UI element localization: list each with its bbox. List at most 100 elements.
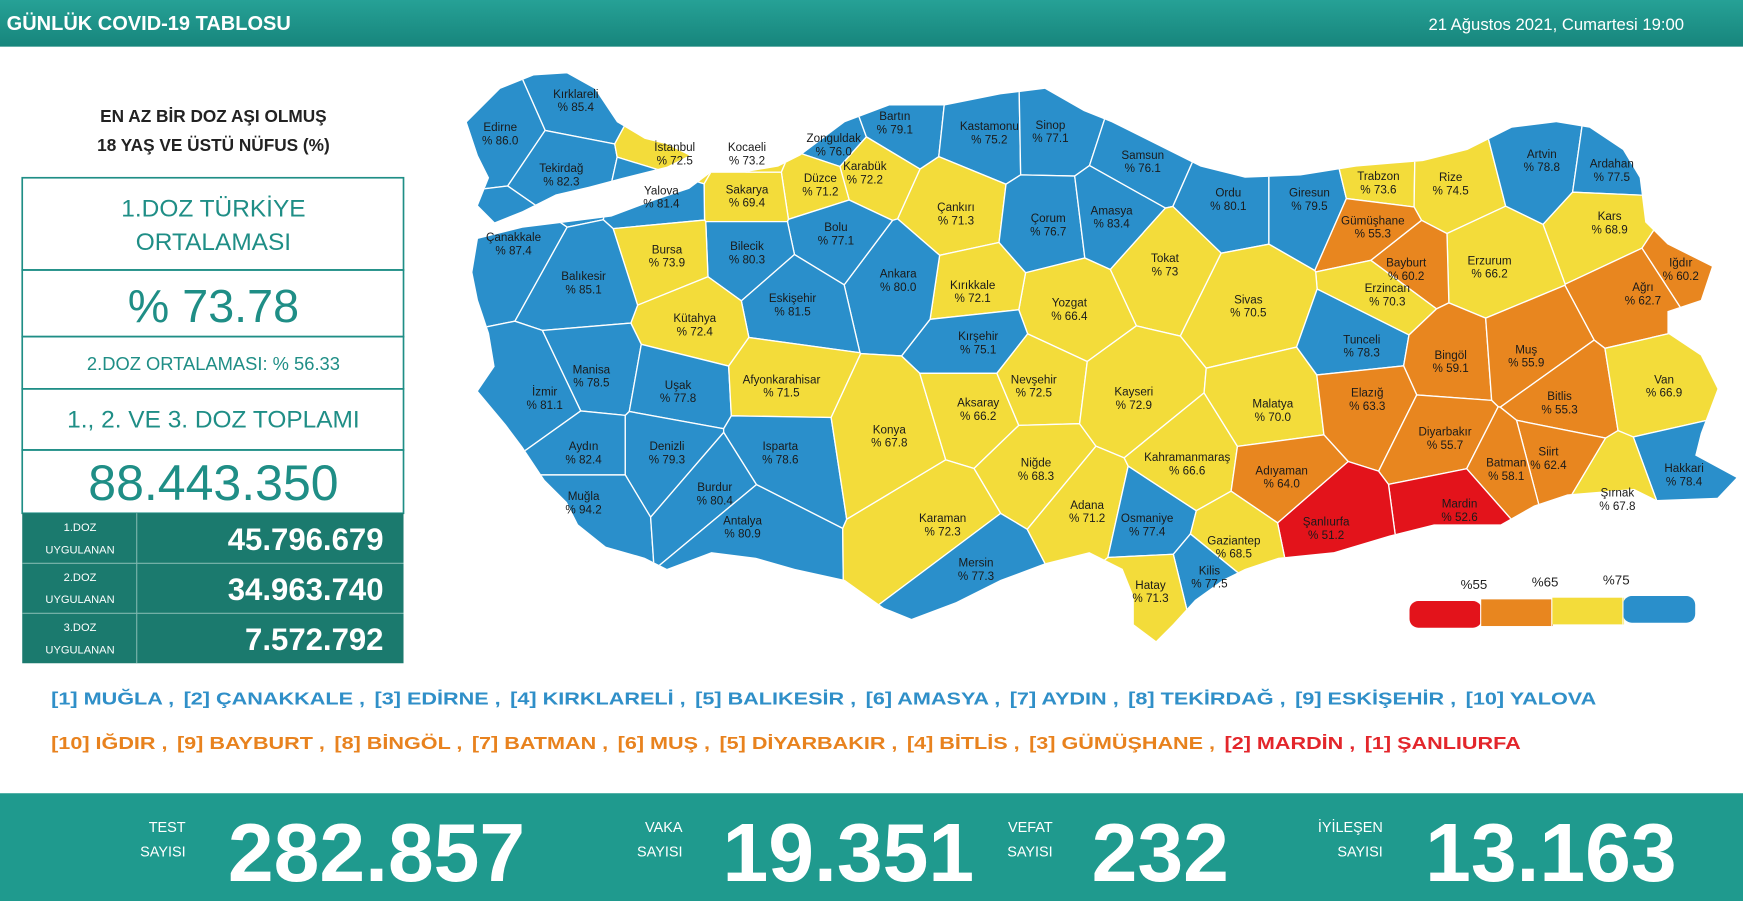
province-value: % 85.4 [558,101,595,114]
province-name: Samsun [1121,149,1164,162]
province-name: Sivas [1234,293,1263,306]
province-name: Adana [1070,499,1104,512]
dose-label: UYGULANAN [45,594,114,606]
province-value: % 70.0 [1255,411,1292,424]
stat-value: 232 [1092,808,1229,899]
panel-title: EN AZ BİR DOZ AŞI OLMUŞ [100,106,326,126]
province-name: Kırşehir [958,330,998,343]
province-name: İzmir [532,386,557,399]
dose-value: 45.796.679 [228,522,384,557]
province-value: % 76.0 [816,146,853,159]
province-name: Düzce [804,172,837,185]
stat-value: 282.857 [228,808,525,899]
ranking-item: [7] BATMAN , [472,733,608,753]
province-value: % 76.1 [1125,162,1161,175]
province-value: % 81.5 [774,306,810,319]
stat-value: 13.163 [1425,808,1677,899]
dose-label: 1.DOZ [64,522,97,534]
box [21,449,405,515]
province-name: Bitlis [1547,390,1572,403]
legend-swatch [1551,597,1625,625]
province-name: Artvin [1527,148,1557,161]
province-value: % 71.2 [802,186,838,199]
province-value: % 77.5 [1594,171,1630,184]
province-value: % 77.4 [1129,525,1166,538]
province-name: Kocaeli [728,141,766,154]
province-value: % 71.5 [763,387,799,400]
province-value: % 73.9 [649,257,685,270]
province-name: Tekirdağ [539,162,583,175]
province-value: % 75.2 [971,133,1007,146]
province-name: Isparta [763,440,799,453]
province-name: Amasya [1091,204,1134,217]
dose-label: UYGULANAN [45,644,114,656]
province-name: Diyarbakır [1419,426,1472,439]
province-name: Şırnak [1601,487,1635,500]
province-name: Çanakkale [486,231,541,244]
province-name: Gümüşhane [1341,214,1405,227]
total-label: 1., 2. VE 3. DOZ TOPLAMI [67,407,360,434]
ranking-item: [1] ŞANLIURFA [1365,733,1521,753]
province-name: Elazığ [1351,387,1383,400]
province-value: % 60.2 [1388,270,1424,283]
province-value: % 55.9 [1508,357,1544,370]
ranking-item: [4] BİTLİS , [907,733,1020,753]
province-name: Kahramanmaraş [1144,451,1230,464]
province-name: Ankara [880,268,917,281]
province-value: % 81.1 [527,399,563,412]
avg-value: % 73.78 [128,280,299,332]
province-value: % 72.5 [657,154,693,167]
province-value: % 79.3 [649,453,685,466]
province-name: Aydın [569,440,599,453]
dose-table [22,513,404,664]
stat-label: TEST [149,820,186,836]
province-name: Çankırı [937,201,975,214]
province-value: % 78.8 [1524,161,1560,174]
province-value: % 68.9 [1591,223,1627,236]
dose-label: 3.DOZ [64,622,97,634]
province-value: % 73 [1152,266,1179,279]
legend-swatch [1409,601,1482,628]
province-name: Konya [873,423,907,436]
province-name: Adıyaman [1255,464,1307,477]
dose-label: 2.DOZ [64,572,97,584]
province-value: % 80.1 [1210,200,1246,213]
province-name: Ardahan [1590,158,1634,171]
province-name: Mersin [958,557,993,570]
province-value: % 67.8 [1599,500,1635,513]
ranking-item: [1] MUĞLA , [51,687,174,708]
province-value: % 73.6 [1360,183,1396,196]
ranking-line: [1] MUĞLA , [2] ÇANAKKALE , [3] EDİRNE , [4… [51,687,1596,708]
province-value: % 72.5 [1016,387,1052,400]
province-name: Siirt [1538,446,1559,459]
province-name: Antalya [723,514,762,527]
province-value: % 70.3 [1369,296,1405,309]
stat-label: SAYISI [1337,845,1382,861]
province-name: Yalova [644,184,679,197]
province-name: Kilis [1199,564,1221,577]
legend-label: %55 [1461,577,1488,592]
province-value: % 81.4 [643,198,680,211]
province-value: % 59.1 [1432,362,1468,375]
province-name: Erzincan [1365,282,1410,295]
province-name: Muş [1515,343,1537,356]
province-value: % 60.2 [1663,270,1699,283]
ranking-item: [10] IĞDIR , [51,732,167,753]
province-name: Uşak [665,379,692,392]
province-value: % 70.5 [1230,307,1266,320]
ranking-item: [9] BAYBURT , [177,733,325,753]
province-name: Bolu [824,221,847,234]
province-name: Bursa [652,243,683,256]
dose-label: UYGULANAN [45,544,114,556]
province-value: % 72.2 [847,173,883,186]
province-value: % 79.1 [877,123,913,136]
province-value: % 73.2 [729,154,765,167]
ranking-item: [5] BALIKESİR , [695,688,856,708]
stat-label: VAKA [645,820,683,836]
province-value: % 80.3 [729,253,765,266]
province-name: Balıkesir [561,270,606,283]
province-value: % 51.2 [1308,529,1344,542]
legend-swatch [1480,599,1553,627]
